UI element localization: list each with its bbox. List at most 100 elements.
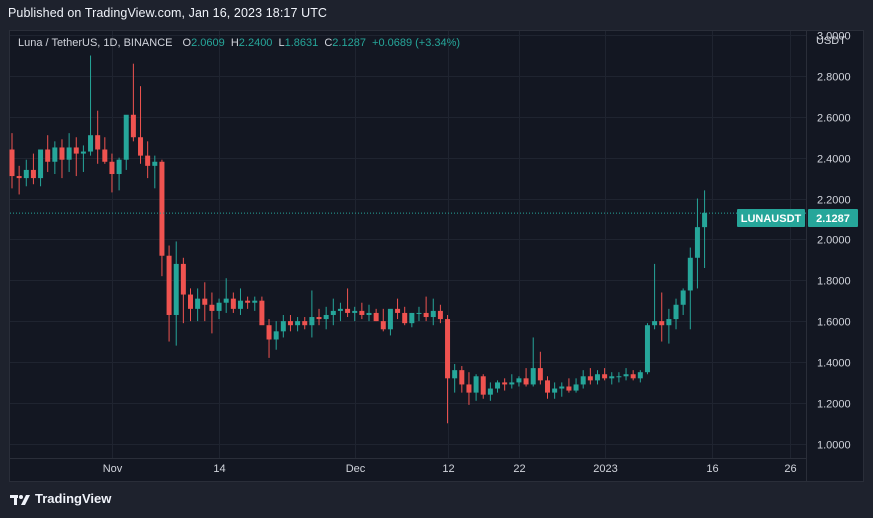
candle[interactable] [188, 288, 193, 322]
candle[interactable] [38, 149, 44, 187]
candle[interactable] [309, 290, 315, 338]
candle[interactable] [445, 314, 451, 424]
candle[interactable] [423, 296, 429, 322]
candle[interactable] [159, 159, 165, 277]
candle[interactable] [566, 378, 572, 393]
candle[interactable] [337, 302, 343, 322]
candle[interactable] [259, 296, 265, 326]
candle[interactable] [202, 282, 208, 322]
candle[interactable] [530, 337, 536, 387]
candle[interactable] [102, 137, 108, 164]
candle[interactable] [573, 378, 579, 393]
candle[interactable] [123, 114, 129, 170]
candle[interactable] [545, 376, 550, 399]
candle[interactable] [395, 298, 401, 320]
candle[interactable] [644, 323, 650, 375]
candle[interactable] [237, 288, 243, 315]
candle[interactable] [295, 317, 301, 332]
candle[interactable] [637, 370, 643, 383]
candle[interactable] [266, 319, 272, 358]
candle[interactable] [273, 321, 279, 350]
candle[interactable] [687, 247, 693, 330]
candle[interactable] [516, 376, 522, 387]
candle[interactable] [359, 302, 365, 320]
candle[interactable] [452, 364, 458, 393]
candle[interactable] [380, 308, 386, 332]
candle[interactable] [130, 63, 136, 142]
candle[interactable] [80, 145, 86, 172]
candle[interactable] [138, 86, 144, 164]
candle[interactable] [509, 374, 515, 389]
candle[interactable] [345, 288, 351, 318]
candle[interactable] [580, 370, 586, 389]
candle[interactable] [88, 55, 94, 156]
candle[interactable] [495, 380, 501, 393]
candle[interactable] [680, 288, 686, 315]
candle[interactable] [245, 296, 251, 309]
candle[interactable] [659, 292, 665, 342]
candle[interactable] [702, 190, 708, 268]
candle[interactable] [166, 245, 172, 342]
candle[interactable] [330, 298, 336, 326]
candle[interactable] [323, 306, 329, 330]
candle[interactable] [302, 317, 308, 330]
candle[interactable] [195, 288, 201, 322]
candle[interactable] [473, 374, 479, 401]
candle[interactable] [666, 308, 672, 344]
candle[interactable] [502, 378, 508, 391]
candle[interactable] [594, 370, 600, 385]
candle[interactable] [223, 278, 229, 313]
candle[interactable] [366, 304, 372, 322]
candle[interactable] [152, 155, 158, 189]
candle[interactable] [480, 374, 486, 399]
candle[interactable] [559, 382, 565, 397]
candle[interactable] [209, 292, 215, 334]
candle[interactable] [116, 157, 122, 191]
candle[interactable] [252, 296, 258, 311]
candle[interactable] [45, 135, 51, 172]
candle[interactable] [180, 257, 186, 324]
candle[interactable] [523, 368, 529, 387]
candle[interactable] [430, 298, 436, 326]
candle[interactable] [73, 137, 79, 177]
candle[interactable] [459, 366, 465, 393]
candle[interactable] [652, 263, 658, 330]
candle[interactable] [30, 153, 36, 185]
candle[interactable] [602, 368, 608, 381]
candle[interactable] [9, 133, 15, 189]
candle[interactable] [52, 141, 58, 175]
candle[interactable] [623, 368, 629, 381]
candle[interactable] [173, 241, 179, 346]
candle[interactable] [437, 304, 443, 324]
candle[interactable] [230, 292, 236, 313]
candle[interactable] [109, 153, 115, 193]
candle[interactable] [287, 314, 293, 332]
candle[interactable] [316, 308, 322, 326]
candle[interactable] [95, 110, 101, 164]
candle[interactable] [487, 382, 493, 401]
candle[interactable] [66, 133, 72, 172]
candle[interactable] [587, 368, 593, 385]
candle[interactable] [280, 314, 286, 338]
chart-panel[interactable] [9, 30, 864, 482]
candle[interactable] [145, 141, 151, 179]
candle[interactable] [16, 165, 22, 195]
candle[interactable] [694, 198, 700, 289]
candle[interactable] [630, 370, 636, 381]
candle[interactable] [59, 139, 65, 179]
candle[interactable] [537, 351, 543, 385]
candle[interactable] [23, 159, 29, 187]
candle[interactable] [552, 382, 558, 399]
candle[interactable] [387, 308, 393, 336]
candle[interactable] [616, 372, 622, 383]
candle[interactable] [409, 312, 415, 328]
candle[interactable] [373, 308, 379, 322]
candle[interactable] [416, 306, 422, 322]
candle[interactable] [609, 372, 615, 385]
tradingview-footer[interactable]: TradingView [10, 491, 111, 506]
candle[interactable] [352, 306, 358, 322]
candle[interactable] [216, 298, 222, 320]
candle[interactable] [466, 372, 472, 405]
candle[interactable] [673, 298, 679, 330]
